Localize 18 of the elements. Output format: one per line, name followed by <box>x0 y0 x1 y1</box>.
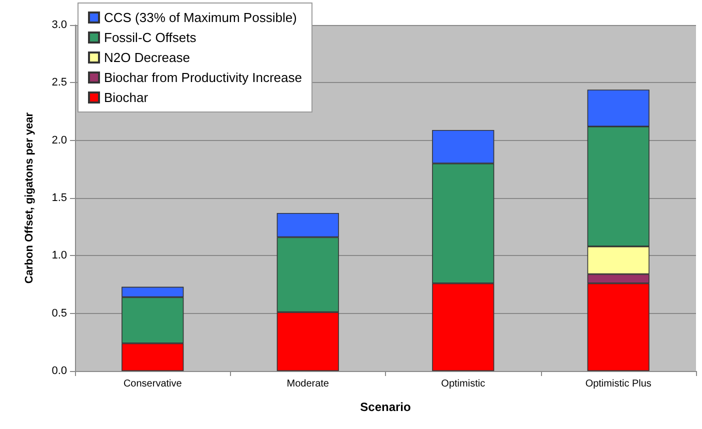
y-tick-label: 2.5 <box>52 76 67 89</box>
y-tick-label: 1.5 <box>52 192 67 204</box>
y-tick-label: 2.0 <box>52 134 67 146</box>
y-tick-label: 3.0 <box>52 19 67 31</box>
x-tick-label: Optimistic <box>441 378 486 390</box>
x-tick-label: Moderate <box>286 378 330 390</box>
x-tick-label: Conservative <box>123 378 182 390</box>
y-tick-label: 0.5 <box>52 307 67 320</box>
x-axis-title: Scenario <box>360 400 411 414</box>
legend-label: Biochar <box>104 90 149 105</box>
y-axis-title: Carbon Offset, gigatons per year <box>24 112 36 284</box>
y-tick-label: 0.0 <box>52 365 67 377</box>
legend-label: Fossil-C Offsets <box>104 30 197 45</box>
legend-label: CCS (33% of Maximum Possible) <box>104 10 297 25</box>
y-tick-label: 1.0 <box>52 250 67 262</box>
x-tick-label: Optimistic Plus <box>585 378 652 390</box>
legend-label: N2O Decrease <box>104 50 190 65</box>
legend-label: Biochar from Productivity Increase <box>104 70 302 85</box>
